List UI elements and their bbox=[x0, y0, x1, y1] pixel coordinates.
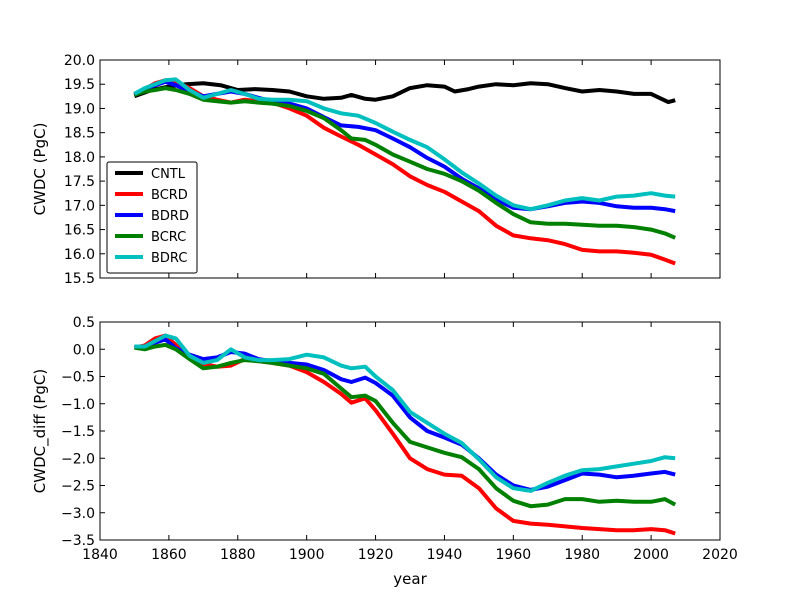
x-tick-label: 1920 bbox=[358, 547, 394, 563]
y-tick-label: 16.5 bbox=[64, 223, 95, 239]
legend-box bbox=[106, 161, 198, 274]
y-tick-label: 20.0 bbox=[64, 53, 95, 69]
legend-label-bcrc: BCRC bbox=[151, 230, 186, 245]
y-tick-label: 17.0 bbox=[64, 198, 95, 214]
y-tick-label: 16.0 bbox=[64, 247, 95, 263]
y-tick-label: 15.5 bbox=[64, 271, 95, 287]
x-tick-label: 1960 bbox=[496, 547, 532, 563]
y-tick-label: 19.5 bbox=[64, 77, 95, 93]
legend-label-bdrc: BDRC bbox=[151, 251, 187, 266]
y-tick-label: 17.5 bbox=[64, 174, 95, 190]
y-tick-label: −0.5 bbox=[61, 370, 95, 386]
y-tick-label: −2.0 bbox=[61, 451, 95, 467]
y-tick-label: 0.0 bbox=[73, 342, 95, 358]
x-tick-label: 1940 bbox=[427, 547, 463, 563]
y-tick-label: 0.5 bbox=[73, 315, 95, 331]
series-line-bcrc bbox=[134, 342, 677, 509]
x-tick-label: 1860 bbox=[151, 547, 187, 563]
y-axis-label: CWDC_diff (PgC) bbox=[31, 369, 50, 493]
x-tick-label: 1980 bbox=[564, 547, 600, 563]
y-axis-label: CWDC (PgC) bbox=[31, 123, 49, 216]
series-line-bdrd bbox=[134, 337, 676, 492]
legend-label-bcrd: BCRD bbox=[151, 188, 188, 203]
y-tick-label: −3.0 bbox=[61, 506, 95, 522]
legend-label-bdrd: BDRD bbox=[151, 209, 189, 224]
y-tick-label: −3.5 bbox=[61, 533, 95, 549]
y-tick-label: 18.5 bbox=[64, 126, 95, 142]
y-tick-label: −1.5 bbox=[61, 424, 95, 440]
y-tick-label: 19.0 bbox=[64, 101, 95, 117]
series-line-bdrc bbox=[134, 333, 676, 493]
y-tick-label: −2.5 bbox=[61, 479, 95, 495]
x-tick-label: 2020 bbox=[702, 547, 738, 563]
y-tick-label: 18.0 bbox=[64, 150, 95, 166]
y-tick-label: −1.0 bbox=[61, 397, 95, 413]
axes-frame bbox=[99, 59, 721, 279]
legend-label-cntl: CNTL bbox=[151, 167, 186, 182]
x-tick-label: 1880 bbox=[220, 547, 256, 563]
legend: CNTL BCRD BDRD BCRC BDRC bbox=[106, 161, 198, 274]
x-tick-label: 1840 bbox=[82, 547, 118, 563]
series-line-bdrc bbox=[133, 77, 676, 212]
x-tick-label: 2000 bbox=[633, 547, 669, 563]
x-axis-label: year bbox=[393, 570, 427, 588]
panel-cwdc: 15.5 16.0 16.5 17.0 17.5 18.0 18.5 19.0 19.5 20.0… bbox=[31, 53, 721, 287]
x-tick-label: 1900 bbox=[289, 547, 325, 563]
panel-cwdc-diff: 1840 1860 1880 1900 1920 1940 1960 1980 2000 2020… bbox=[31, 315, 738, 588]
